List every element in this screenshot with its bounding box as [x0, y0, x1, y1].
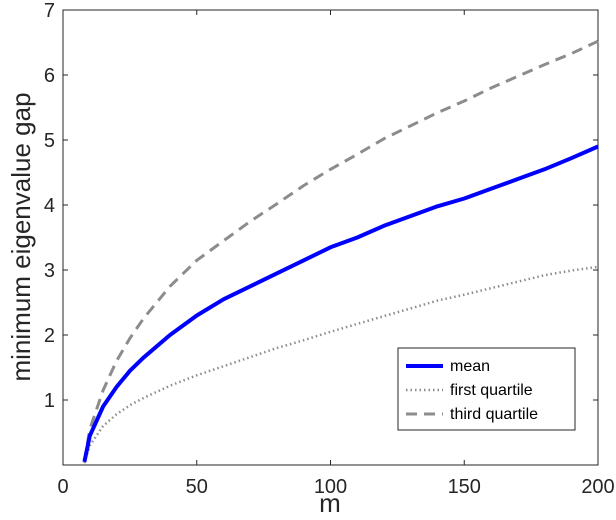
y-tick-label: 7: [44, 0, 55, 22]
y-tick-label: 3: [44, 260, 55, 282]
series-line-mean: [82, 144, 599, 463]
x-tick-label: 150: [448, 476, 481, 498]
legend-box: [397, 347, 576, 431]
y-tick-label: 1: [44, 390, 55, 412]
y-axis: 1 2 3 4 5 6 7: [44, 0, 598, 412]
x-axis-title: m: [319, 488, 341, 518]
x-tick-label: 50: [186, 476, 208, 498]
legend-label: third quartile: [450, 406, 538, 423]
series-line-first-quartile: [83, 265, 599, 464]
y-tick-label: 2: [44, 325, 55, 347]
x-axis: 0 50 100 150 200: [57, 10, 615, 498]
y-tick-label: 5: [44, 130, 55, 152]
y-tick-label: 6: [44, 65, 55, 87]
legend: mean first quartile third quartile: [397, 347, 576, 431]
y-axis-title: minimum eigenvalue gap: [6, 92, 36, 381]
x-tick-label: 100: [314, 476, 347, 498]
series-line-third-quartile: [82, 39, 599, 463]
x-tick-label: 0: [57, 476, 68, 498]
y-tick-label: 4: [44, 195, 55, 217]
legend-label: first quartile: [450, 382, 533, 399]
legend-label: mean: [450, 358, 490, 375]
x-tick-label: 200: [581, 476, 614, 498]
series-layer: [82, 39, 599, 464]
